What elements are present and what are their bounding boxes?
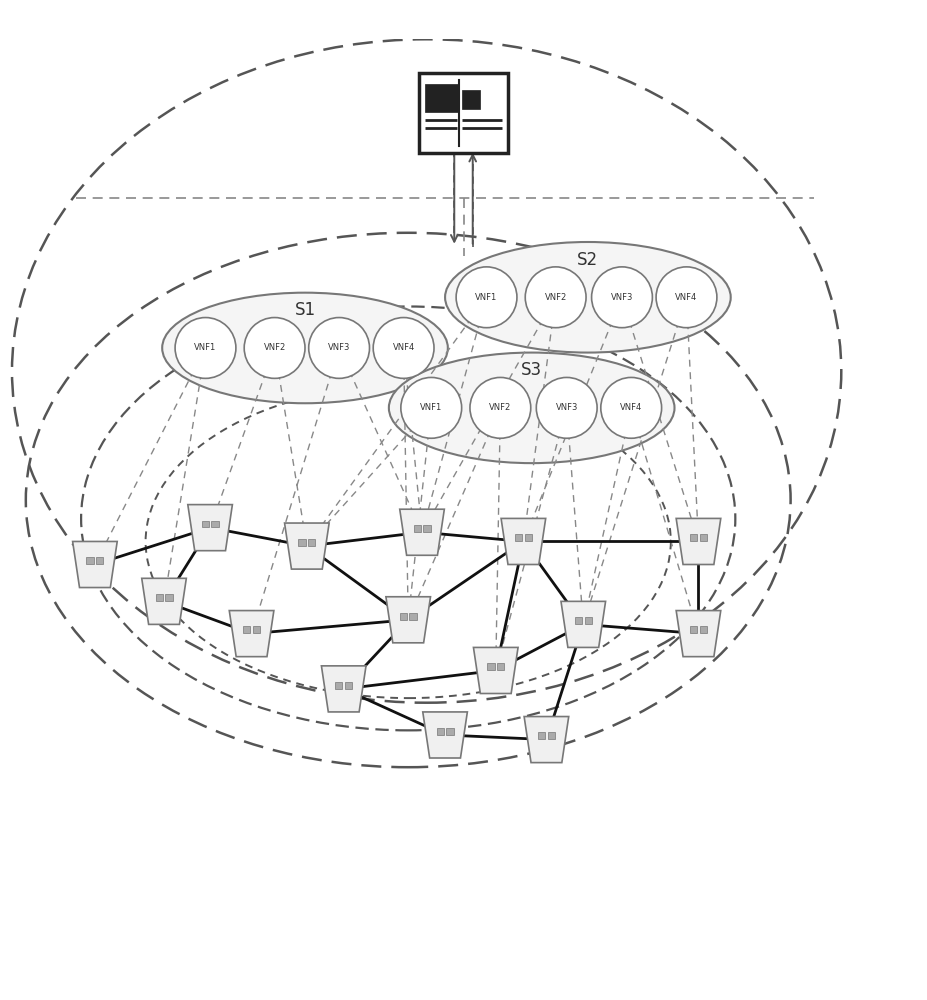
FancyBboxPatch shape [690, 534, 697, 541]
Circle shape [400, 377, 462, 438]
Polygon shape [285, 523, 329, 569]
Ellipse shape [162, 293, 448, 403]
Text: VNF2: VNF2 [489, 403, 512, 412]
FancyBboxPatch shape [211, 521, 219, 527]
Circle shape [456, 267, 517, 328]
Text: VNF1: VNF1 [420, 403, 442, 412]
FancyBboxPatch shape [585, 617, 591, 624]
Circle shape [537, 377, 597, 438]
FancyBboxPatch shape [298, 539, 306, 546]
Circle shape [656, 267, 717, 328]
Polygon shape [188, 505, 233, 551]
Polygon shape [676, 611, 721, 657]
Text: VNF4: VNF4 [392, 343, 414, 352]
FancyBboxPatch shape [700, 534, 707, 541]
Polygon shape [474, 647, 518, 694]
FancyBboxPatch shape [413, 525, 421, 532]
FancyBboxPatch shape [446, 728, 453, 735]
FancyBboxPatch shape [156, 594, 163, 601]
Circle shape [470, 377, 531, 438]
FancyBboxPatch shape [690, 626, 697, 633]
FancyBboxPatch shape [96, 557, 104, 564]
Text: S3: S3 [521, 361, 542, 379]
Ellipse shape [445, 242, 730, 353]
FancyBboxPatch shape [424, 525, 430, 532]
Text: VNF1: VNF1 [476, 293, 498, 302]
FancyBboxPatch shape [425, 84, 460, 112]
Polygon shape [72, 541, 117, 588]
Circle shape [309, 318, 370, 378]
FancyBboxPatch shape [243, 626, 250, 633]
Polygon shape [229, 611, 273, 657]
Polygon shape [524, 717, 569, 763]
FancyBboxPatch shape [345, 682, 352, 689]
FancyBboxPatch shape [253, 626, 260, 633]
Circle shape [374, 318, 434, 378]
FancyBboxPatch shape [514, 534, 522, 541]
FancyBboxPatch shape [165, 594, 172, 601]
Ellipse shape [388, 353, 675, 463]
Text: VNF1: VNF1 [195, 343, 217, 352]
FancyBboxPatch shape [86, 557, 94, 564]
Text: VNF4: VNF4 [676, 293, 698, 302]
Polygon shape [423, 712, 467, 758]
Polygon shape [322, 666, 366, 712]
FancyBboxPatch shape [308, 539, 315, 546]
FancyBboxPatch shape [462, 90, 480, 109]
Text: S2: S2 [578, 251, 599, 269]
Circle shape [175, 318, 235, 378]
Text: VNF3: VNF3 [611, 293, 633, 302]
Circle shape [591, 267, 653, 328]
FancyBboxPatch shape [400, 613, 407, 620]
Polygon shape [400, 509, 444, 555]
FancyBboxPatch shape [497, 663, 504, 670]
Circle shape [526, 267, 586, 328]
Polygon shape [561, 601, 605, 647]
FancyBboxPatch shape [575, 617, 582, 624]
FancyBboxPatch shape [548, 732, 555, 739]
Polygon shape [142, 578, 186, 624]
Text: VNF2: VNF2 [263, 343, 286, 352]
Circle shape [601, 377, 662, 438]
Text: S1: S1 [295, 301, 315, 319]
Polygon shape [676, 518, 721, 565]
FancyBboxPatch shape [201, 521, 209, 527]
Text: VNF3: VNF3 [555, 403, 578, 412]
Text: VNF3: VNF3 [328, 343, 350, 352]
Circle shape [244, 318, 305, 378]
Polygon shape [386, 597, 430, 643]
FancyBboxPatch shape [437, 728, 444, 735]
FancyBboxPatch shape [336, 682, 342, 689]
FancyBboxPatch shape [700, 626, 707, 633]
FancyBboxPatch shape [525, 534, 532, 541]
Polygon shape [502, 518, 546, 565]
Text: VNF2: VNF2 [544, 293, 566, 302]
FancyBboxPatch shape [538, 732, 545, 739]
FancyBboxPatch shape [488, 663, 494, 670]
FancyBboxPatch shape [419, 73, 508, 153]
Text: VNF4: VNF4 [620, 403, 642, 412]
FancyBboxPatch shape [410, 613, 417, 620]
